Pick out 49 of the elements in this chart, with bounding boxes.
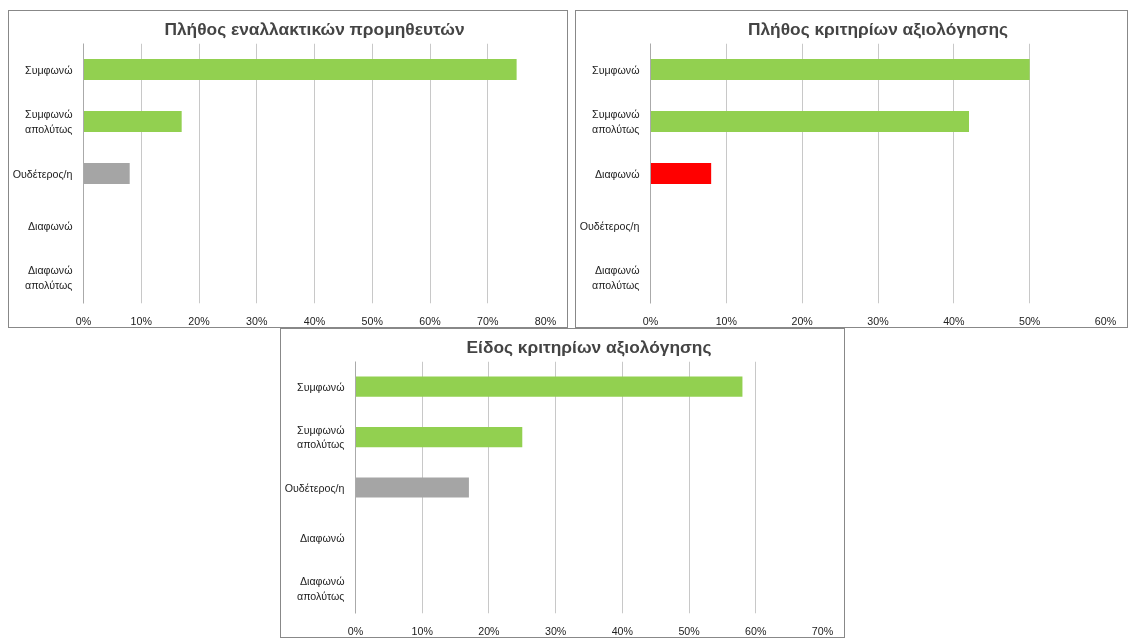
x-tick-label: 30% <box>544 624 567 637</box>
chart-title: Πλήθος εναλλακτικών προμηθευτών <box>164 18 465 39</box>
x-tick-label: 10% <box>130 314 153 327</box>
x-tick-label: 60% <box>1094 314 1117 327</box>
x-tick-label: 50% <box>678 624 701 637</box>
y-tick-label: Διαφωνώ απολύτως <box>592 264 640 291</box>
bar <box>355 376 743 397</box>
y-tick-label: Συμφωνώ απολύτως <box>297 423 345 451</box>
x-tick-label: 50% <box>1019 314 1041 327</box>
x-tick-label: 30% <box>867 314 890 327</box>
y-tick-label: Διαφωνώ απολύτως <box>297 575 345 602</box>
bar <box>355 427 523 448</box>
y-tick-label: Ουδέτερος/η <box>12 167 73 180</box>
y-tick-label: Συμφωνώ <box>25 63 73 76</box>
bar <box>650 163 712 184</box>
bar <box>83 111 182 132</box>
y-tick-label: Ουδέτερος/η <box>579 219 640 232</box>
y-tick-label: Διαφωνώ <box>27 219 73 232</box>
x-tick-label: 60% <box>745 624 767 637</box>
y-tick-label: Διαφωνώ <box>594 167 640 180</box>
y-tick-label: Συμφωνώ απολύτως <box>25 108 73 135</box>
x-tick-label: 0% <box>347 624 364 637</box>
y-tick-label: Διαφωνώ <box>299 531 345 544</box>
x-tick-label: 10% <box>715 314 738 327</box>
bar <box>650 111 969 132</box>
bar <box>650 59 1030 80</box>
x-tick-label: 40% <box>611 624 634 637</box>
x-tick-label: 20% <box>478 624 501 637</box>
x-tick-label: 60% <box>419 314 442 327</box>
x-tick-label: 20% <box>188 314 211 327</box>
y-tick-label: Ουδέτερος/η <box>284 481 345 494</box>
x-tick-label: 50% <box>361 314 384 327</box>
x-tick-label: 70% <box>477 314 499 327</box>
x-tick-label: 80% <box>534 314 557 327</box>
y-tick-label: Διαφωνώ απολύτως <box>25 264 73 291</box>
bar <box>83 59 517 80</box>
x-tick-label: 30% <box>246 314 268 327</box>
y-tick-label: Συμφωνώ <box>297 380 345 393</box>
chart-title: Είδος κριτηρίων αξιολόγησης <box>466 336 712 357</box>
chart-title: Πλήθος κριτηρίων αξιολόγησης <box>747 18 1009 39</box>
x-tick-label: 0% <box>75 314 92 327</box>
y-tick-label: Συμφωνώ απολύτως <box>592 108 640 135</box>
x-tick-label: 20% <box>791 314 814 327</box>
x-tick-label: 10% <box>411 624 434 637</box>
x-tick-label: 40% <box>943 314 966 327</box>
y-tick-label: Συμφωνώ <box>592 63 640 76</box>
x-tick-label: 0% <box>642 314 659 327</box>
x-tick-label: 40% <box>303 314 326 327</box>
x-tick-label: 70% <box>811 624 834 637</box>
